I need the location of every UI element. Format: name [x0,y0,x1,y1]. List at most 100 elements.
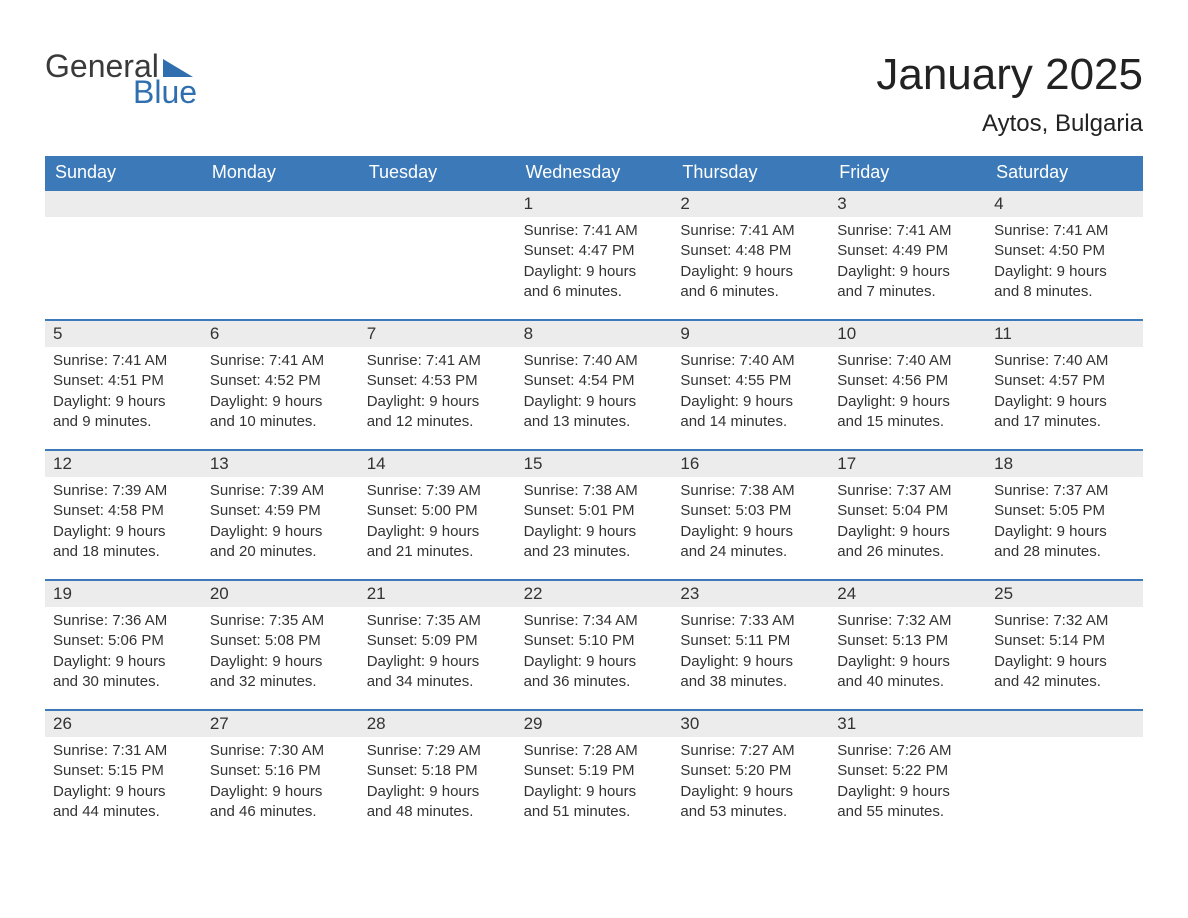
title-block: January 2025 Aytos, Bulgaria [876,50,1143,138]
sunrise-text: Sunrise: 7:41 AM [367,351,508,371]
day-number: 2 [672,191,829,217]
day-number: 13 [202,451,359,477]
sunset-text: Sunset: 5:05 PM [994,501,1135,521]
sunset-text: Sunset: 4:51 PM [53,371,194,391]
day-body: Sunrise: 7:28 AMSunset: 5:19 PMDaylight:… [516,737,673,828]
sunset-text: Sunset: 4:55 PM [680,371,821,391]
sunrise-text: Sunrise: 7:30 AM [210,741,351,761]
daylight-text: Daylight: 9 hours and 42 minutes. [994,652,1135,693]
sunrise-text: Sunrise: 7:39 AM [210,481,351,501]
day-body: Sunrise: 7:34 AMSunset: 5:10 PMDaylight:… [516,607,673,698]
sunrise-text: Sunrise: 7:32 AM [994,611,1135,631]
day-cell: 21Sunrise: 7:35 AMSunset: 5:09 PMDayligh… [359,581,516,709]
day-number: 23 [672,581,829,607]
day-number: 27 [202,711,359,737]
weekday-monday: Monday [202,156,359,189]
day-number: 25 [986,581,1143,607]
sunset-text: Sunset: 4:59 PM [210,501,351,521]
daylight-text: Daylight: 9 hours and 7 minutes. [837,262,978,303]
empty-day-bar [45,191,202,217]
sunset-text: Sunset: 5:04 PM [837,501,978,521]
day-cell: 15Sunrise: 7:38 AMSunset: 5:01 PMDayligh… [516,451,673,579]
day-cell: 13Sunrise: 7:39 AMSunset: 4:59 PMDayligh… [202,451,359,579]
weekday-friday: Friday [829,156,986,189]
day-body: Sunrise: 7:41 AMSunset: 4:53 PMDaylight:… [359,347,516,438]
day-cell [359,191,516,319]
day-cell: 7Sunrise: 7:41 AMSunset: 4:53 PMDaylight… [359,321,516,449]
header: General Blue January 2025 Aytos, Bulgari… [45,50,1143,138]
sunset-text: Sunset: 5:06 PM [53,631,194,651]
day-body: Sunrise: 7:41 AMSunset: 4:49 PMDaylight:… [829,217,986,308]
weeks-container: 1Sunrise: 7:41 AMSunset: 4:47 PMDaylight… [45,189,1143,839]
day-number: 4 [986,191,1143,217]
empty-day-bar [202,191,359,217]
sunset-text: Sunset: 4:54 PM [524,371,665,391]
day-cell: 25 Sunrise: 7:32 AMSunset: 5:14 PMDayligh… [986,581,1143,709]
sunset-text: Sunset: 4:53 PM [367,371,508,391]
day-cell: 4Sunrise: 7:41 AMSunset: 4:50 PMDaylight… [986,191,1143,319]
sunrise-text: Sunrise: 7:27 AM [680,741,821,761]
daylight-text: Daylight: 9 hours and 18 minutes. [53,522,194,563]
daylight-text: Daylight: 9 hours and 46 minutes. [210,782,351,823]
daylight-text: Daylight: 9 hours and 32 minutes. [210,652,351,693]
sunrise-text: Sunrise: 7:38 AM [680,481,821,501]
daylight-text: Daylight: 9 hours and 55 minutes. [837,782,978,823]
month-title: January 2025 [876,50,1143,100]
sunset-text: Sunset: 5:11 PM [680,631,821,651]
daylight-text: Daylight: 9 hours and 24 minutes. [680,522,821,563]
daylight-text: Daylight: 9 hours and 36 minutes. [524,652,665,693]
day-cell: 19Sunrise: 7:36 AMSunset: 5:06 PMDayligh… [45,581,202,709]
sunrise-text: Sunrise: 7:28 AM [524,741,665,761]
day-cell: 9Sunrise: 7:40 AMSunset: 4:55 PMDaylight… [672,321,829,449]
day-body: Sunrise: 7:33 AMSunset: 5:11 PMDaylight:… [672,607,829,698]
day-body: Sunrise: 7:39 AMSunset: 4:59 PMDaylight:… [202,477,359,568]
day-body: Sunrise: 7:29 AMSunset: 5:18 PMDaylight:… [359,737,516,828]
sunset-text: Sunset: 5:00 PM [367,501,508,521]
day-number: 28 [359,711,516,737]
day-body: Sunrise: 7:35 AMSunset: 5:08 PMDaylight:… [202,607,359,698]
day-cell: 24Sunrise: 7:32 AMSunset: 5:13 PMDayligh… [829,581,986,709]
day-body: Sunrise: 7:26 AMSunset: 5:22 PMDaylight:… [829,737,986,828]
day-number: 15 [516,451,673,477]
sunset-text: Sunset: 5:15 PM [53,761,194,781]
daylight-text: Daylight: 9 hours and 51 minutes. [524,782,665,823]
week-row: 1Sunrise: 7:41 AMSunset: 4:47 PMDaylight… [45,189,1143,319]
sunset-text: Sunset: 5:01 PM [524,501,665,521]
sunset-text: Sunset: 5:09 PM [367,631,508,651]
day-body: Sunrise: 7:41 AMSunset: 4:50 PMDaylight:… [986,217,1143,308]
weekday-thursday: Thursday [672,156,829,189]
day-body: Sunrise: 7:37 AMSunset: 5:04 PMDaylight:… [829,477,986,568]
day-number: 11 [986,321,1143,347]
brand-word2: Blue [133,76,197,108]
day-body: Sunrise: 7:38 AMSunset: 5:01 PMDaylight:… [516,477,673,568]
day-body: Sunrise: 7:40 AMSunset: 4:54 PMDaylight:… [516,347,673,438]
sunrise-text: Sunrise: 7:31 AM [53,741,194,761]
location-label: Aytos, Bulgaria [876,110,1143,138]
week-row: 12Sunrise: 7:39 AMSunset: 4:58 PMDayligh… [45,449,1143,579]
sunset-text: Sunset: 5:14 PM [994,631,1135,651]
daylight-text: Daylight: 9 hours and 23 minutes. [524,522,665,563]
sunrise-text: Sunrise: 7:40 AM [524,351,665,371]
day-cell: 8Sunrise: 7:40 AMSunset: 4:54 PMDaylight… [516,321,673,449]
sunrise-text: Sunrise: 7:40 AM [680,351,821,371]
sunset-text: Sunset: 5:20 PM [680,761,821,781]
daylight-text: Daylight: 9 hours and 34 minutes. [367,652,508,693]
sunrise-text: Sunrise: 7:26 AM [837,741,978,761]
day-cell: 5Sunrise: 7:41 AMSunset: 4:51 PMDaylight… [45,321,202,449]
daylight-text: Daylight: 9 hours and 15 minutes. [837,392,978,433]
sunset-text: Sunset: 4:56 PM [837,371,978,391]
sunrise-text: Sunrise: 7:37 AM [994,481,1135,501]
daylight-text: Daylight: 9 hours and 44 minutes. [53,782,194,823]
day-number: 1 [516,191,673,217]
empty-day-bar [359,191,516,217]
day-number: 26 [45,711,202,737]
daylight-text: Daylight: 9 hours and 10 minutes. [210,392,351,433]
daylight-text: Daylight: 9 hours and 6 minutes. [680,262,821,303]
day-body: Sunrise: 7:39 AMSunset: 5:00 PMDaylight:… [359,477,516,568]
day-body: Sunrise: 7:40 AMSunset: 4:57 PMDaylight:… [986,347,1143,438]
daylight-text: Daylight: 9 hours and 26 minutes. [837,522,978,563]
day-cell: 2Sunrise: 7:41 AMSunset: 4:48 PMDaylight… [672,191,829,319]
sunrise-text: Sunrise: 7:41 AM [524,221,665,241]
weekday-sunday: Sunday [45,156,202,189]
sunrise-text: Sunrise: 7:37 AM [837,481,978,501]
